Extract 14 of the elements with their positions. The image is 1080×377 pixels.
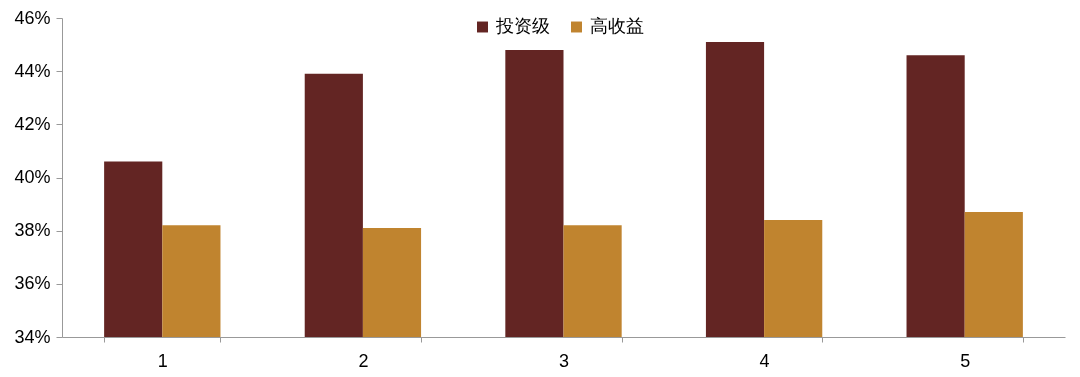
y-tick-label: 40% xyxy=(14,167,51,187)
x-tick-label: 3 xyxy=(558,350,570,371)
y-tick-label: 38% xyxy=(14,220,51,241)
x-tick-label: 5 xyxy=(960,350,971,371)
y-tick-label: 44% xyxy=(14,60,51,81)
x-tick-label: 4 xyxy=(759,350,770,371)
y-tick-label: 42% xyxy=(14,113,51,134)
x-tick-label: 2 xyxy=(358,350,369,371)
y-tick-label: 46% xyxy=(14,7,51,28)
legend-label: 投资级 xyxy=(494,15,550,36)
legend-label: 高收益 xyxy=(589,15,644,36)
y-tick-label: 36% xyxy=(14,273,51,294)
y-tick-label: 34% xyxy=(14,326,51,347)
x-tick-label: 1 xyxy=(157,350,168,371)
